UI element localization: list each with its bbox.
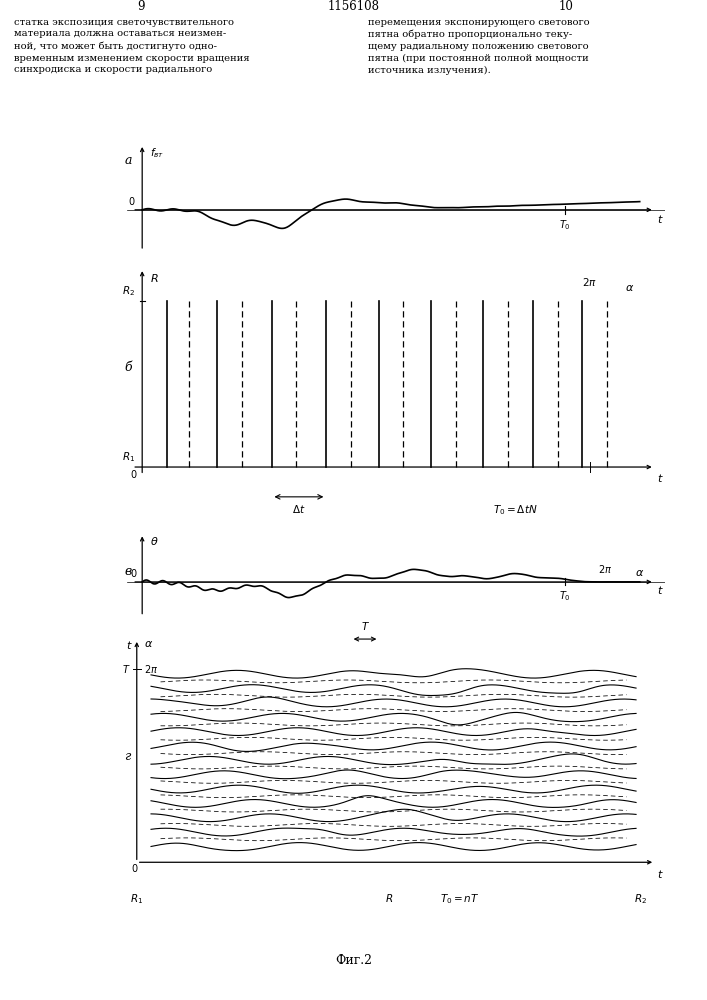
Text: $2\pi$: $2\pi$ [583, 276, 597, 288]
Text: $T_0=nT$: $T_0=nT$ [440, 892, 480, 906]
Text: в: в [124, 565, 132, 578]
Text: 9: 9 [138, 0, 145, 13]
Text: $R_2$: $R_2$ [634, 892, 648, 906]
Text: $R$: $R$ [385, 892, 393, 904]
Text: $\Delta t$: $\Delta t$ [292, 503, 305, 515]
Text: $t$: $t$ [127, 639, 133, 651]
Text: 0: 0 [129, 197, 135, 207]
Text: Фиг.2: Фиг.2 [335, 954, 372, 966]
Text: $T_0$: $T_0$ [559, 218, 571, 232]
Text: $R_1$: $R_1$ [130, 892, 144, 906]
Text: перемещения экспонирующего светового
пятна обратно пропорционально теку-
щему ра: перемещения экспонирующего светового пят… [368, 18, 589, 75]
Text: $t$: $t$ [657, 584, 664, 596]
Text: $t$: $t$ [657, 472, 664, 484]
Text: $\theta$: $\theta$ [150, 535, 158, 547]
Text: $R_1$: $R_1$ [122, 450, 135, 464]
Text: 10: 10 [558, 0, 573, 13]
Text: $T_0$: $T_0$ [559, 589, 571, 603]
Text: $2\pi$: $2\pi$ [144, 663, 158, 675]
Text: $\alpha$: $\alpha$ [625, 283, 634, 293]
Text: $\alpha$: $\alpha$ [635, 568, 644, 578]
Text: $2\pi$: $2\pi$ [598, 563, 612, 575]
Text: $T$: $T$ [361, 620, 370, 632]
Text: 0: 0 [132, 864, 137, 874]
Text: $R_2$: $R_2$ [122, 284, 135, 298]
Text: б: б [124, 361, 132, 374]
Text: $f_{вт}$: $f_{вт}$ [150, 146, 164, 160]
Text: 0: 0 [130, 569, 136, 579]
Text: г: г [124, 750, 131, 763]
Text: статка экспозиция светочувствительного
материала должна оставаться неизмен-
ной,: статка экспозиция светочувствительного м… [14, 18, 250, 74]
Text: $t$: $t$ [658, 868, 664, 880]
Text: а: а [124, 154, 132, 167]
Text: $t$: $t$ [657, 213, 664, 225]
Text: 1156108: 1156108 [327, 0, 380, 13]
Text: $\alpha$: $\alpha$ [144, 639, 153, 649]
Text: $T_0=\Delta tN$: $T_0=\Delta tN$ [493, 503, 537, 517]
Text: $R$: $R$ [150, 272, 158, 284]
Text: 0: 0 [130, 470, 136, 480]
Text: $T$: $T$ [122, 663, 131, 675]
